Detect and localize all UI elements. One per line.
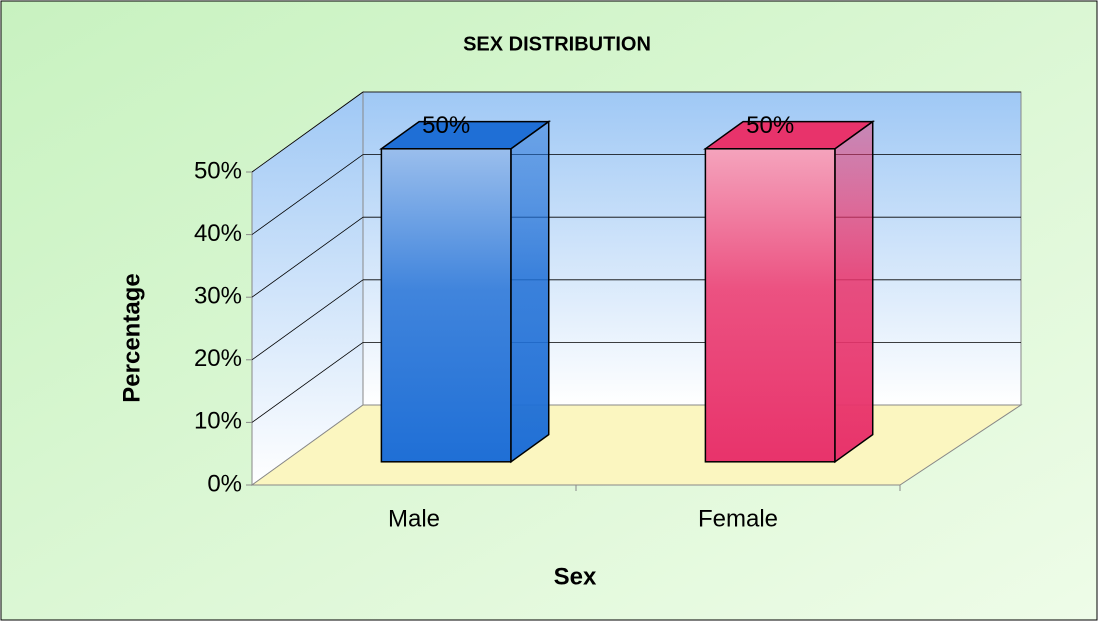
- bar-side: [510, 120, 550, 464]
- y-tick-label: 40%: [194, 220, 242, 247]
- y-tick-label: 30%: [194, 283, 242, 310]
- y-axis-label: Percentage: [118, 273, 145, 402]
- chart-title: SEX DISTRIBUTION: [463, 33, 651, 55]
- x-tick-label: Male: [388, 505, 440, 532]
- grid-line: [251, 216, 364, 298]
- bar: [380, 148, 512, 463]
- grid-line: [251, 154, 364, 235]
- y-tick-label: 20%: [194, 345, 242, 372]
- x-tick-label: Female: [698, 505, 778, 532]
- grid-line: [251, 91, 364, 173]
- value-label: 50%: [422, 112, 470, 139]
- floor: [250, 404, 1023, 486]
- bar: [704, 148, 836, 463]
- bar-side: [834, 120, 874, 464]
- y-tick-label: 10%: [194, 408, 242, 435]
- value-label: 50%: [746, 112, 794, 139]
- y-tick-label: 50%: [194, 157, 242, 184]
- y-tick-label: 0%: [207, 470, 242, 497]
- grid-line: [251, 342, 364, 423]
- x-axis-label: Sex: [554, 563, 597, 590]
- grid-line: [251, 279, 364, 361]
